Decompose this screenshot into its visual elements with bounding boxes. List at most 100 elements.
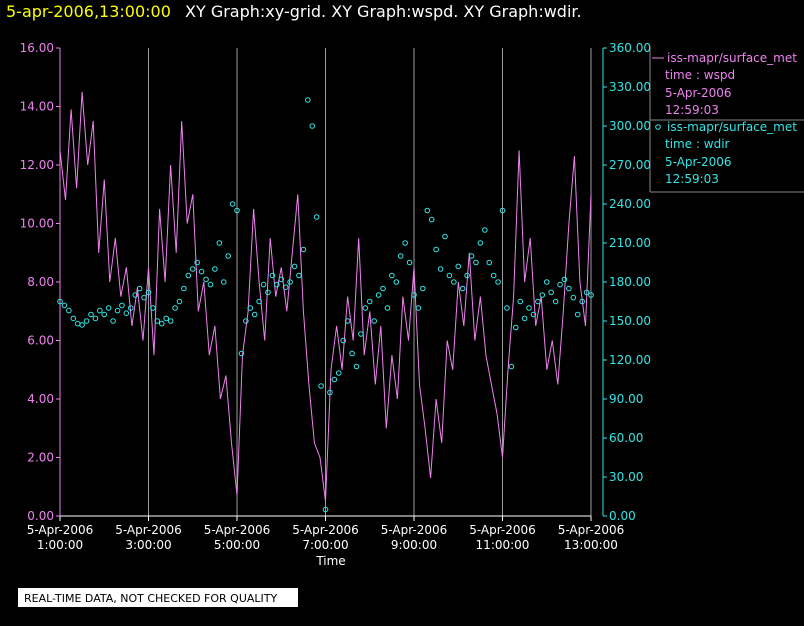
data-point bbox=[207, 281, 214, 288]
data-point bbox=[234, 207, 240, 214]
data-point bbox=[477, 240, 484, 246]
legend-name: iss-mapr/surface_met bbox=[667, 120, 797, 134]
y-tick-label: 6.00 bbox=[27, 334, 54, 348]
data-point bbox=[362, 305, 369, 311]
data-point bbox=[482, 227, 488, 233]
data-point bbox=[384, 305, 391, 311]
data-point bbox=[83, 318, 90, 324]
data-point bbox=[543, 279, 550, 285]
data-point bbox=[158, 320, 165, 327]
data-point bbox=[251, 311, 258, 318]
y2-tick-label: 30.00 bbox=[609, 470, 643, 484]
data-point bbox=[579, 298, 585, 305]
data-point bbox=[415, 305, 422, 311]
data-point bbox=[402, 240, 408, 246]
data-point bbox=[574, 311, 581, 318]
y-tick-label: 0.00 bbox=[27, 509, 54, 523]
data-point bbox=[411, 292, 417, 298]
footer: REAL-TIME DATA, NOT CHECKED FOR QUALITY bbox=[24, 592, 278, 605]
data-point bbox=[322, 506, 329, 513]
data-point bbox=[318, 383, 324, 389]
data-point bbox=[61, 302, 68, 309]
x-tick-date: 5-Apr-2006 bbox=[115, 523, 182, 537]
data-point bbox=[287, 279, 293, 285]
x-tick-date: 5-Apr-2006 bbox=[204, 523, 271, 537]
data-point bbox=[79, 322, 85, 328]
data-point bbox=[132, 292, 139, 298]
data-point bbox=[278, 276, 285, 283]
data-point bbox=[353, 363, 360, 370]
x-tick-label: 1:00:00 bbox=[37, 538, 83, 552]
footer-box bbox=[18, 588, 298, 607]
y2-tick-label: 300.00 bbox=[609, 119, 651, 133]
data-point bbox=[371, 318, 377, 324]
data-point bbox=[212, 266, 218, 272]
data-point bbox=[194, 259, 200, 266]
legend-time: 12:59:03 bbox=[665, 172, 719, 186]
x-tick-label: 3:00:00 bbox=[125, 538, 171, 552]
data-point bbox=[105, 305, 112, 311]
data-point bbox=[437, 266, 444, 272]
data-point bbox=[167, 318, 174, 324]
data-point bbox=[397, 253, 404, 259]
data-point bbox=[189, 266, 196, 272]
data-point bbox=[442, 233, 448, 240]
data-point bbox=[225, 253, 231, 259]
data-point bbox=[428, 216, 435, 223]
y-tick-label: 12.00 bbox=[20, 158, 54, 172]
data-point bbox=[66, 307, 72, 314]
legend-symbol bbox=[655, 124, 661, 130]
data-point bbox=[504, 305, 510, 311]
data-point bbox=[335, 370, 342, 376]
x-tick-date: 5-Apr-2006 bbox=[558, 523, 625, 537]
data-point bbox=[220, 279, 227, 285]
data-point bbox=[265, 289, 271, 296]
chart-title: XY Graph:xy-grid. XY Graph:wspd. XY Grap… bbox=[185, 2, 582, 21]
data-point bbox=[256, 298, 262, 305]
y2-tick-label: 90.00 bbox=[609, 392, 643, 406]
y2-tick-label: 330.00 bbox=[609, 80, 651, 94]
data-point bbox=[282, 284, 289, 291]
data-point bbox=[349, 350, 355, 357]
data-point bbox=[380, 285, 386, 292]
y2-tick-label: 210.00 bbox=[609, 236, 651, 250]
legend-time: 12:59:03 bbox=[665, 103, 719, 117]
y2-tick-label: 60.00 bbox=[609, 431, 643, 445]
data-point bbox=[570, 294, 577, 301]
data-point bbox=[495, 279, 501, 285]
data-point bbox=[552, 298, 559, 305]
data-point bbox=[101, 311, 108, 318]
data-point bbox=[327, 389, 333, 396]
data-point bbox=[300, 246, 307, 253]
data-point bbox=[583, 289, 590, 296]
data-point bbox=[588, 292, 594, 298]
data-point bbox=[97, 307, 103, 314]
data-point bbox=[389, 272, 395, 279]
data-point bbox=[530, 311, 537, 318]
data-point bbox=[313, 214, 320, 220]
y-tick-label: 8.00 bbox=[27, 275, 54, 289]
data-point bbox=[291, 263, 298, 270]
x-tick-label: 9:00:00 bbox=[391, 538, 437, 552]
data-point bbox=[296, 272, 302, 279]
series-line bbox=[59, 91, 592, 502]
data-point bbox=[517, 298, 524, 305]
data-point bbox=[150, 305, 156, 311]
data-point bbox=[198, 268, 205, 275]
data-point bbox=[331, 376, 338, 383]
x-tick-label: 5:00:00 bbox=[214, 538, 260, 552]
data-point bbox=[269, 272, 276, 279]
legend-date: 5-Apr-2006 bbox=[665, 86, 732, 100]
y2-tick-label: 150.00 bbox=[609, 314, 651, 328]
data-point bbox=[154, 318, 161, 324]
data-point bbox=[420, 285, 426, 292]
data-point bbox=[92, 315, 99, 322]
data-point bbox=[114, 307, 121, 314]
data-point bbox=[274, 281, 280, 288]
data-point bbox=[145, 289, 152, 296]
data-point bbox=[181, 285, 187, 292]
data-point bbox=[548, 289, 554, 296]
x-tick-date: 5-Apr-2006 bbox=[27, 523, 94, 537]
x-tick-label: 11:00:00 bbox=[476, 538, 530, 552]
